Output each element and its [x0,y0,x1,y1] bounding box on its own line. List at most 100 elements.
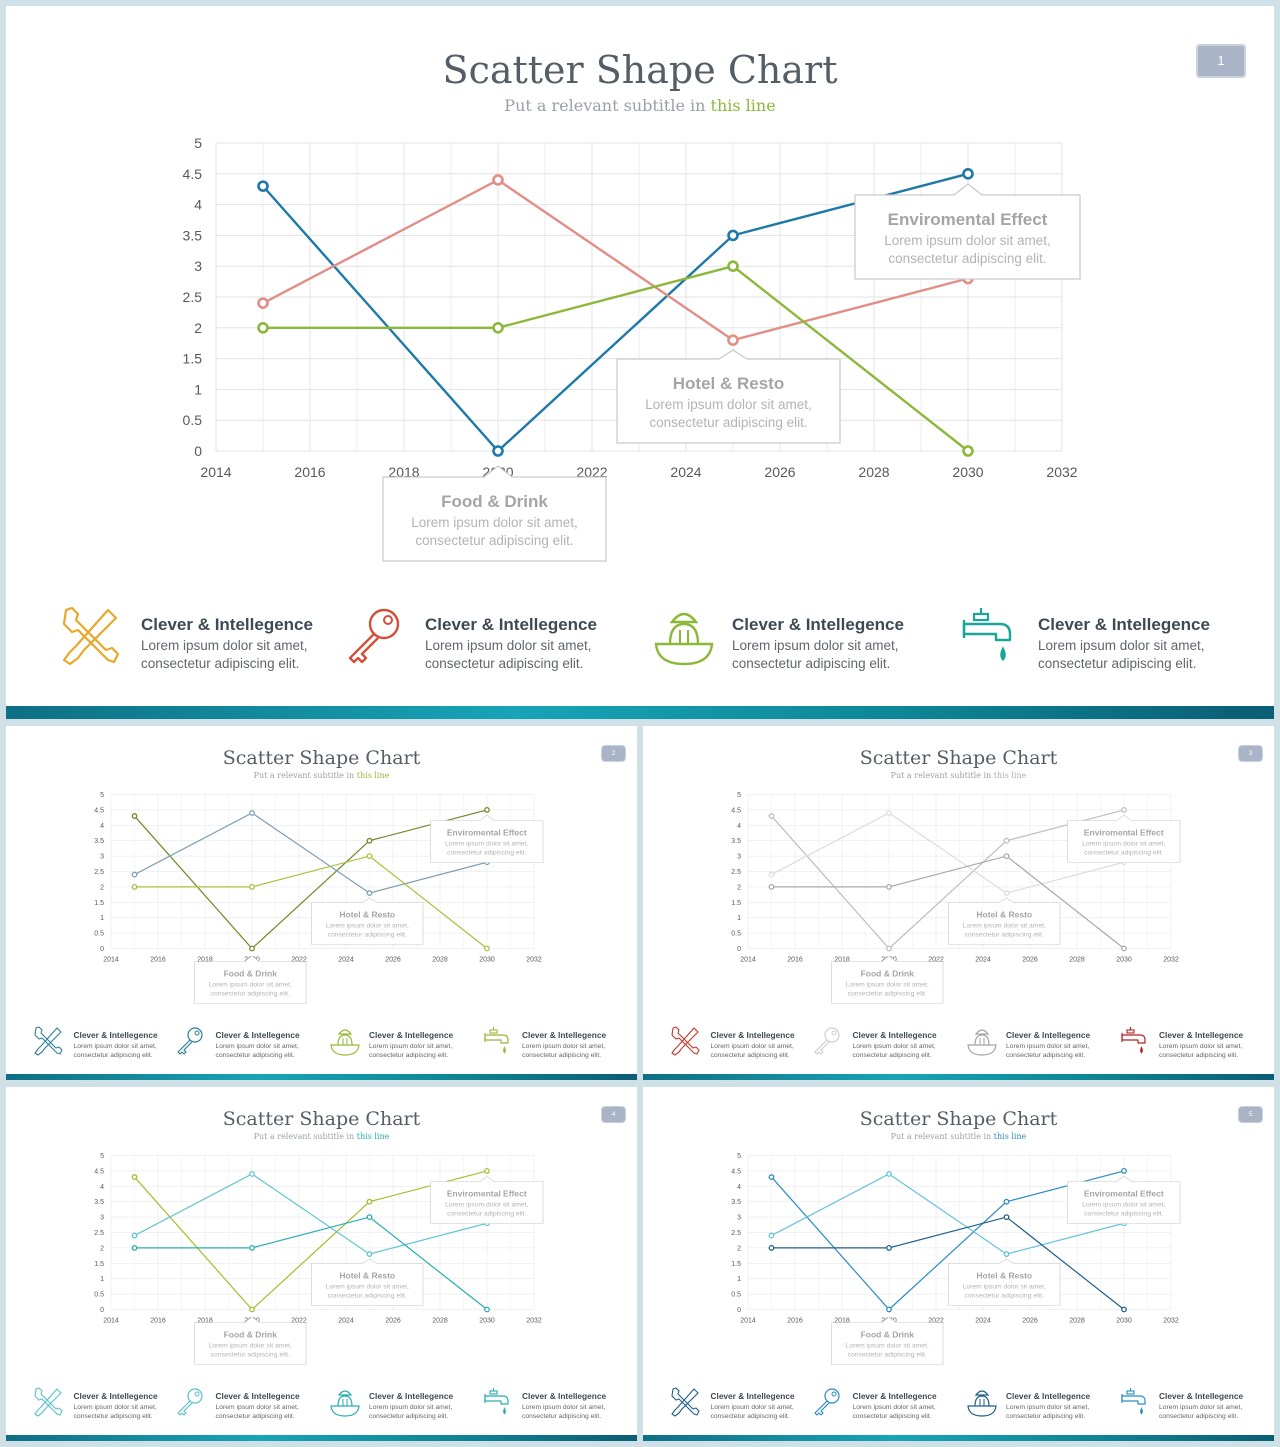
x-tick-label: 2014 [200,464,231,480]
feature-desc: consectetur adipiscing elit. [711,1052,790,1059]
series-line [262,172,969,453]
x-tick-label: 2014 [740,957,756,964]
slide-title: Scatter Shape Chart [859,747,1058,769]
scatter-chart: 00.511.522.533.544.552014201620182020202… [671,792,1243,1059]
x-tick-label: 2014 [740,1318,756,1325]
x-tick-label: 2022 [928,1318,944,1325]
x-tick-label: 2028 [432,957,448,964]
data-point [484,1168,490,1174]
page-number-badge: 3 [1238,745,1263,762]
slide-title: Scatter Shape Chart [222,1108,421,1130]
x-tick-label: 2024 [338,1318,354,1325]
feature-title: Clever & Intellegence [711,1030,795,1040]
y-tick-label: 3 [194,258,202,274]
data-point [768,1174,775,1180]
y-tick-label: 4 [737,1184,741,1191]
callout-3: Food & Drink Lorem ipsum dolor sit amet, c… [194,955,307,1004]
data-point [492,174,504,186]
data-point [886,945,892,952]
callout-text: consectetur adipiscing elit. [328,932,407,939]
feature-desc: Lorem ipsum dolor sit amet, [732,638,899,653]
faucet-icon [1121,1027,1146,1054]
data-point [1121,945,1127,952]
y-tick-label: 2 [737,884,741,891]
series-1 [131,1168,490,1313]
callout-title: Food & Drink [441,492,548,511]
callout-text: consectetur adipiscing elit. [848,991,927,998]
data-point [492,445,504,457]
series-line [134,812,488,894]
callout-text: Lorem ipsum dolor sit amet, [846,982,929,989]
feature-title: Clever & Intellegence [369,1391,453,1401]
slide-subtitle: Put a relevant subtitle in this line [643,1132,1274,1141]
callout-text: consectetur adipiscing elit. [965,932,1044,939]
callout-text: consectetur adipiscing elit. [848,1352,927,1359]
callout-text: Lorem ipsum dolor sit amet, [411,515,578,530]
callout-title: Hotel & Resto [339,910,395,920]
y-tick-label: 1.5 [94,900,104,907]
feature-title: Clever & Intellegence [425,615,597,634]
faucet-icon [1121,1388,1146,1415]
y-tick-label: 4.5 [731,807,741,814]
y-tick-label: 1 [737,915,741,922]
y-tick-label: 4 [194,197,202,213]
callout-3: Food & Drink Lorem ipsum dolor sit amet, c… [194,1316,307,1365]
footer-bar [6,1073,637,1080]
subtitle-text: Put a relevant subtitle in [504,96,711,115]
feature-desc: Lorem ipsum dolor sit amet, [522,1404,605,1411]
subtitle-highlight: this line [993,771,1027,780]
callout-title: Enviromental Effect [1084,1189,1164,1199]
x-tick-label: 2032 [1046,464,1077,480]
slide-thumbnail-2[interactable]: Scatter Shape Chart Put a relevant subtit… [6,726,637,1080]
page-number-badge: 1 [1196,44,1246,78]
feature-desc: consectetur adipiscing elit. [74,1052,153,1059]
x-tick-label: 2016 [150,957,166,964]
callout-title: Food & Drink [224,969,278,979]
y-tick-label: 0.5 [94,1292,104,1299]
data-point [886,883,892,890]
x-tick-label: 2018 [197,1318,213,1325]
x-tick-label: 2014 [103,1318,119,1325]
feature-title: Clever & Intellegence [1159,1030,1243,1040]
callout-text: Lorem ipsum dolor sit amet, [209,1343,292,1350]
feature-desc: Lorem ipsum dolor sit amet, [74,1043,157,1050]
y-tick-label: 3.5 [94,838,104,845]
data-point [249,1244,255,1251]
feature-title: Clever & Intellegence [74,1391,158,1401]
footer-bar [643,1434,1274,1441]
callout-title: Enviromental Effect [447,1189,527,1199]
scatter-chart: 00.511.522.533.544.552014201620182020202… [34,792,606,1059]
data-point [249,945,255,952]
y-tick-label: 0.5 [731,931,741,938]
feature-desc: consectetur adipiscing elit. [1159,1052,1238,1059]
data-point [727,229,739,242]
callout-title: Hotel & Resto [673,374,784,393]
main-slide: Scatter Shape Chart Put a relevant subtit… [6,6,1274,719]
data-point [768,813,775,819]
slide-thumbnail-4[interactable]: Scatter Shape Chart Put a relevant subtit… [6,1087,637,1441]
x-tick-label: 2018 [197,957,213,964]
callout-2: Hotel & Resto Lorem ipsum dolor sit amet,… [616,349,841,444]
callout-text: Lorem ipsum dolor sit amet, [1082,841,1165,848]
y-tick-label: 3.5 [731,838,741,845]
slide-thumbnail-5[interactable]: Scatter Shape Chart Put a relevant subtit… [643,1087,1274,1441]
x-tick-label: 2016 [787,1318,803,1325]
y-tick-label: 2 [737,1245,741,1252]
feature-desc: Lorem ipsum dolor sit amet, [1159,1043,1242,1050]
callout-text: Lorem ipsum dolor sit amet, [209,982,292,989]
series-line [134,1216,488,1310]
feature-title: Clever & Intellegence [853,1391,937,1401]
y-tick-label: 0.5 [183,412,203,428]
feature-title: Clever & Intellegence [369,1030,453,1040]
series-line [134,1170,488,1311]
data-point [768,883,775,890]
x-tick-label: 2026 [764,464,795,480]
feature-title: Clever & Intellegence [732,615,904,634]
y-tick-label: 1.5 [731,1261,741,1268]
data-point [484,807,490,813]
slide-thumbnail-3[interactable]: Scatter Shape Chart Put a relevant subtit… [643,726,1274,1080]
callout-box [382,465,607,562]
series-line [134,809,488,950]
data-point [768,1232,775,1239]
data-point [886,1306,892,1313]
